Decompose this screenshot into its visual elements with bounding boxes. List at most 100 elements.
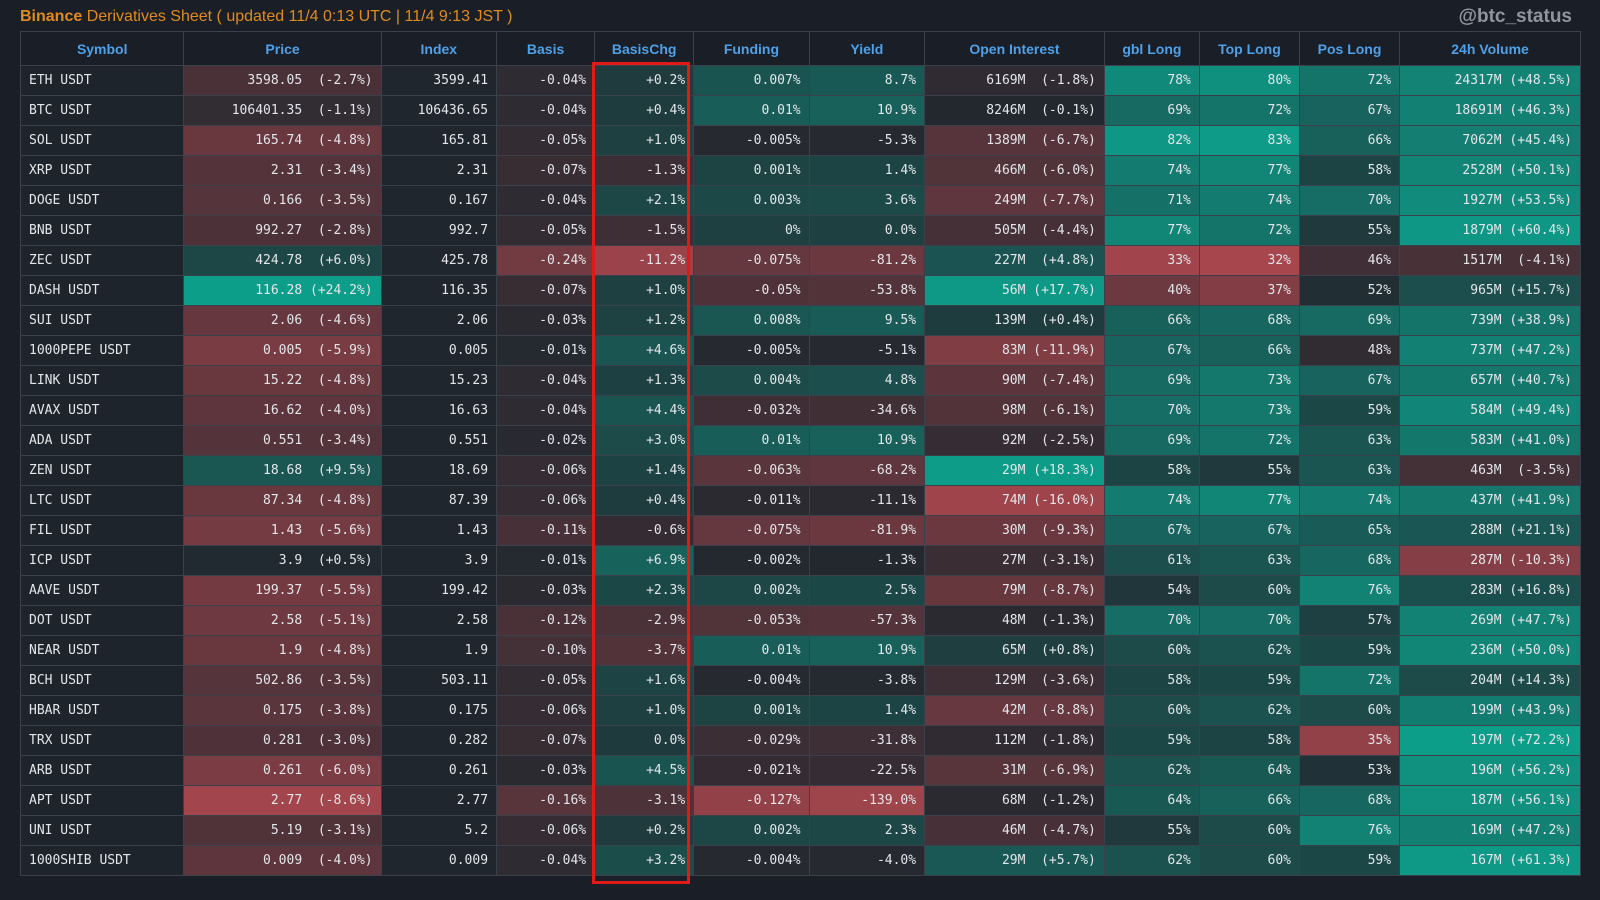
cell-symbol[interactable]: NEAR USDT [19,635,185,666]
cell-price[interactable]: 2.31 (-3.4%) [183,155,382,186]
cell-basischg[interactable]: +3.2% [594,845,695,876]
cell-yield[interactable]: 10.9% [808,635,926,666]
table-row[interactable]: 1000PEPE USDT 0.005 (-5.9%) 0.005 -0.01% +4.… [19,335,1581,366]
cell-basis[interactable]: -0.04% [496,365,596,396]
cell-24h-volume[interactable]: 187M (+56.1%) [1399,785,1581,816]
cell-basischg[interactable]: +0.2% [594,65,695,96]
cell-funding[interactable]: 0% [693,215,810,246]
cell-price[interactable]: 0.005 (-5.9%) [183,335,382,366]
cell-symbol[interactable]: ZEC USDT [19,245,185,276]
cell-top-long[interactable]: 68% [1198,305,1300,336]
cell-symbol[interactable]: AAVE USDT [19,575,185,606]
cell-funding[interactable]: 0.002% [693,815,810,846]
cell-gbl-long[interactable]: 67% [1103,335,1200,366]
cell-open-interest[interactable]: 46M (-4.7%) [924,815,1105,846]
cell-gbl-long[interactable]: 69% [1103,365,1200,396]
col-header-top-long[interactable]: Top Long [1198,31,1300,66]
cell-funding[interactable]: -0.05% [693,275,810,306]
cell-gbl-long[interactable]: 58% [1103,665,1200,696]
cell-symbol[interactable]: TRX USDT [19,725,185,756]
cell-price[interactable]: 199.37 (-5.5%) [183,575,382,606]
cell-pos-long[interactable]: 76% [1298,575,1401,606]
cell-24h-volume[interactable]: 196M (+56.2%) [1399,755,1581,786]
cell-yield[interactable]: -4.0% [808,845,926,876]
cell-price[interactable]: 502.86 (-3.5%) [183,665,382,696]
table-row[interactable]: DASH USDT 116.28 (+24.2%) 116.35 -0.07% +1.0… [19,275,1581,306]
table-row[interactable]: TRX USDT 0.281 (-3.0%) 0.282 -0.07% 0.0% -0.0… [19,725,1581,756]
cell-open-interest[interactable]: 505M (-4.4%) [924,215,1105,246]
cell-basischg[interactable]: +1.3% [594,365,695,396]
cell-index[interactable]: 5.2 [380,815,498,846]
cell-open-interest[interactable]: 98M (-6.1%) [924,395,1105,426]
cell-gbl-long[interactable]: 62% [1103,755,1200,786]
cell-basis[interactable]: -0.07% [496,725,596,756]
table-row[interactable]: FIL USDT 1.43 (-5.6%) 1.43 -0.11% -0.6% -0.07… [19,515,1581,546]
cell-gbl-long[interactable]: 61% [1103,545,1200,576]
cell-top-long[interactable]: 77% [1198,155,1300,186]
cell-index[interactable]: 503.11 [380,665,498,696]
cell-yield[interactable]: 2.5% [808,575,926,606]
cell-basis[interactable]: -0.05% [496,125,596,156]
table-row[interactable]: ADA USDT 0.551 (-3.4%) 0.551 -0.02% +3.0% 0.0… [19,425,1581,456]
cell-index[interactable]: 0.009 [380,845,498,876]
cell-open-interest[interactable]: 83M (-11.9%) [924,335,1105,366]
cell-gbl-long[interactable]: 82% [1103,125,1200,156]
cell-price[interactable]: 2.77 (-8.6%) [183,785,382,816]
cell-gbl-long[interactable]: 66% [1103,305,1200,336]
table-row[interactable]: BCH USDT 502.86 (-3.5%) 503.11 -0.05% +1.6% -… [19,665,1581,696]
cell-top-long[interactable]: 74% [1198,185,1300,216]
table-row[interactable]: ZEC USDT 424.78 (+6.0%) 425.78 -0.24% -11.2%… [19,245,1581,276]
cell-yield[interactable]: 4.8% [808,365,926,396]
cell-basis[interactable]: -0.16% [496,785,596,816]
cell-top-long[interactable]: 60% [1198,845,1300,876]
cell-basischg[interactable]: -3.1% [594,785,695,816]
cell-24h-volume[interactable]: 1927M (+53.5%) [1399,185,1581,216]
cell-open-interest[interactable]: 29M (+18.3%) [924,455,1105,486]
cell-yield[interactable]: 10.9% [808,95,926,126]
col-header-basischg[interactable]: BasisChg [594,31,695,66]
cell-symbol[interactable]: DOGE USDT [19,185,185,216]
cell-index[interactable]: 1.43 [380,515,498,546]
cell-basis[interactable]: -0.04% [496,185,596,216]
cell-index[interactable]: 2.58 [380,605,498,636]
cell-basis[interactable]: -0.03% [496,755,596,786]
cell-top-long[interactable]: 83% [1198,125,1300,156]
cell-funding[interactable]: -0.005% [693,125,810,156]
cell-pos-long[interactable]: 67% [1298,95,1401,126]
cell-funding[interactable]: 0.002% [693,575,810,606]
cell-yield[interactable]: 1.4% [808,695,926,726]
cell-index[interactable]: 0.167 [380,185,498,216]
cell-funding[interactable]: 0.007% [693,65,810,96]
cell-index[interactable]: 106436.65 [380,95,498,126]
cell-symbol[interactable]: AVAX USDT [19,395,185,426]
col-header-open-interest[interactable]: Open Interest [924,31,1105,66]
table-row[interactable]: ARB USDT 0.261 (-6.0%) 0.261 -0.03% +4.5% -0.… [19,755,1581,786]
cell-funding[interactable]: 0.004% [693,365,810,396]
cell-open-interest[interactable]: 112M (-1.8%) [924,725,1105,756]
cell-open-interest[interactable]: 8246M (-0.1%) [924,95,1105,126]
cell-top-long[interactable]: 58% [1198,725,1300,756]
cell-price[interactable]: 0.281 (-3.0%) [183,725,382,756]
cell-index[interactable]: 3.9 [380,545,498,576]
cell-open-interest[interactable]: 139M (+0.4%) [924,305,1105,336]
cell-open-interest[interactable]: 90M (-7.4%) [924,365,1105,396]
cell-yield[interactable]: -34.6% [808,395,926,426]
cell-24h-volume[interactable]: 463M (-3.5%) [1399,455,1581,486]
table-row[interactable]: ICP USDT 3.9 (+0.5%) 3.9 -0.01% +6.9% -0.002%… [19,545,1581,576]
cell-gbl-long[interactable]: 69% [1103,425,1200,456]
cell-gbl-long[interactable]: 40% [1103,275,1200,306]
cell-yield[interactable]: 10.9% [808,425,926,456]
cell-index[interactable]: 3599.41 [380,65,498,96]
cell-top-long[interactable]: 62% [1198,635,1300,666]
cell-top-long[interactable]: 66% [1198,335,1300,366]
table-row[interactable]: DOGE USDT 0.166 (-3.5%) 0.167 -0.04% +2.1% 0.… [19,185,1581,216]
cell-basis[interactable]: -0.04% [496,845,596,876]
cell-basis[interactable]: -0.24% [496,245,596,276]
cell-price[interactable]: 2.58 (-5.1%) [183,605,382,636]
cell-index[interactable]: 87.39 [380,485,498,516]
cell-gbl-long[interactable]: 67% [1103,515,1200,546]
cell-yield[interactable]: -139.0% [808,785,926,816]
cell-price[interactable]: 106401.35 (-1.1%) [183,95,382,126]
cell-yield[interactable]: -11.1% [808,485,926,516]
cell-funding[interactable]: 0.008% [693,305,810,336]
